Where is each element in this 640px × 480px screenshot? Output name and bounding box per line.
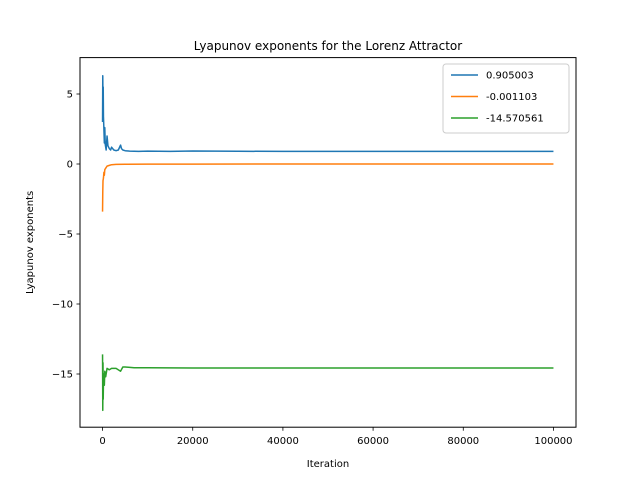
plot-area (79, 57, 577, 428)
y-tick-label: 5 (67, 90, 73, 101)
y-tick-label: −5 (58, 230, 73, 241)
x-tick-label: 100000 (534, 436, 572, 447)
legend-label-1: 0.905003 (486, 71, 534, 82)
series-line-1 (101, 75, 554, 153)
y-tick-label: 0 (67, 160, 73, 171)
chart-title: Lyapunov exponents for the Lorenz Attrac… (194, 39, 462, 53)
axes-frame (79, 57, 577, 428)
legend-box (442, 63, 570, 134)
x-tick-label: 0 (99, 436, 105, 447)
y-tick-label: −10 (52, 300, 73, 311)
y-tick-label: −15 (52, 370, 73, 381)
x-tick-label: 20000 (177, 436, 209, 447)
legend: 0.905003 -0.001103 -14.570561 (442, 63, 570, 134)
x-axis-label: Iteration (307, 459, 349, 470)
series-line-3 (101, 354, 554, 412)
y-axis-label: Lyapunov exponents (25, 191, 36, 294)
y-axis-ticks: 5 0 −5 −10 −15 (52, 90, 80, 381)
series-line-2 (101, 163, 554, 212)
series-lines (101, 75, 554, 412)
x-tick-label: 40000 (267, 436, 299, 447)
legend-label-3: -14.570561 (486, 114, 544, 125)
x-tick-label: 60000 (357, 436, 389, 447)
x-tick-label: 80000 (447, 436, 479, 447)
x-axis-ticks: 0 20000 40000 60000 80000 100000 (99, 427, 573, 447)
legend-label-2: -0.001103 (486, 92, 537, 103)
